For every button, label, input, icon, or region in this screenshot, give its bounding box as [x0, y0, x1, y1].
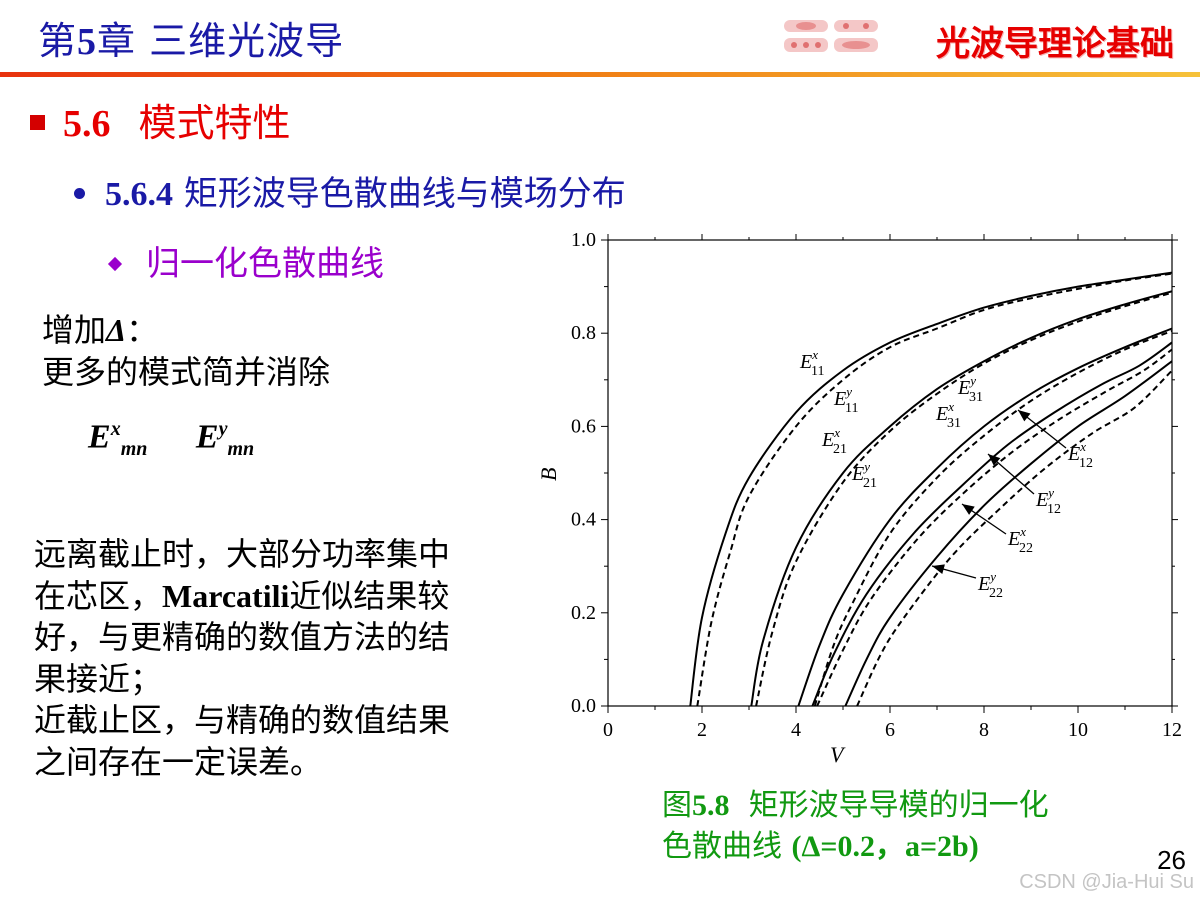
x-tick-label: 10 [1068, 719, 1088, 741]
curve-e31x [797, 327, 1173, 707]
arrow-head-icon [932, 564, 945, 574]
caption-line1: 图5.8 矩形波导导模的归一化 [662, 788, 1049, 823]
subsubsection-heading: 归一化色散曲线 [107, 236, 384, 285]
x-axis-label: V [830, 742, 846, 767]
y-axis-label: B [540, 468, 561, 481]
paragraph-line: 远离截止时，大部分功率集中 [34, 535, 451, 573]
page-number: 26 [1157, 845, 1186, 875]
y-tick-label: 0.6 [571, 415, 596, 437]
curve-e22x [844, 360, 1173, 707]
x-tick-label: 12 [1162, 719, 1182, 741]
curve-e21y [755, 291, 1173, 707]
delta-note-line2: 更多的模式简并消除 [42, 352, 331, 391]
arrow-head-icon [988, 454, 1001, 466]
course-brand: 光波导理论基础 [936, 24, 1174, 64]
mode-labels: Exmn Eymn [88, 418, 294, 461]
mode-annotation-ey21: Ey 21 [851, 459, 877, 491]
watermark: CSDN @Jia-Hui Su [1019, 871, 1194, 893]
paragraph-line: 之间存在一定误差。 [34, 742, 323, 781]
paragraph-line: 在芯区，Marcatili近似结果较 [34, 576, 450, 615]
mode-annotation-ex21: Ex 21 [821, 425, 847, 457]
curve-e12x [811, 341, 1173, 707]
section-heading: 5.6 模式特性 [30, 92, 291, 147]
mode-label-ex: Exmn [88, 418, 148, 461]
curve-e21x [750, 290, 1173, 707]
paragraph-line: 好，与更精确的数值方法的结 [34, 618, 451, 657]
mode-annotation-ex22: Ex 22 [1007, 524, 1033, 556]
mode-label-ey: Eymn [195, 418, 255, 461]
y-tick-label: 0.0 [571, 695, 596, 717]
curve-e22y [856, 369, 1173, 707]
mode-annotation-ey31: Ey 31 [957, 373, 983, 405]
curve-e11x [689, 271, 1173, 707]
delta-note: 增加Δ： 更多的模式简并消除 [42, 310, 330, 393]
curve-e12y [816, 348, 1173, 707]
delta-note-line1: 增加Δ： [42, 311, 159, 349]
mode-annotation-ey12: Ey 12 [1035, 485, 1061, 517]
header-divider [0, 72, 1200, 77]
arrow-head-icon [1018, 410, 1031, 422]
diamond-bullet-icon [107, 256, 123, 272]
y-tick-label: 0.4 [571, 509, 596, 531]
mode-annotation-ey22: Ey 22 [977, 569, 1003, 601]
x-tick-label: 6 [885, 719, 895, 741]
y-tick-label: 0.2 [571, 602, 596, 624]
mode-annotation-ey11: Ey 11 [833, 384, 858, 416]
paragraph-line: 近截止区，与精确的数值结果 [34, 701, 451, 740]
waveguide-logo-icon [784, 20, 878, 52]
x-tick-label: 2 [697, 719, 707, 741]
square-bullet-icon [30, 115, 45, 130]
y-tick-label: 1.0 [571, 229, 596, 251]
y-tick-label: 0.8 [571, 322, 596, 344]
curve-e11y [696, 272, 1173, 707]
figure-caption: 图5.8 矩形波导导模的归一化 色散曲线 (Δ=0.2，a=2b) [662, 786, 1049, 867]
x-tick-label: 4 [791, 719, 801, 741]
mode-annotation-ex11: Ex 11 [799, 347, 824, 379]
subsection-heading: 5.6.4 矩形波导色散曲线与模场分布 [74, 166, 626, 215]
paragraph-line: 果接近； [34, 659, 163, 698]
mode-annotation-ex31: Ex 31 [935, 399, 961, 431]
caption-line2: 色散曲线 (Δ=0.2，a=2b) [662, 828, 979, 864]
plot-frame [607, 239, 1173, 707]
curve-e31y [813, 329, 1173, 707]
x-tick-label: 8 [979, 719, 989, 741]
arrow-head-icon [962, 504, 975, 515]
mode-annotation-ex12: Ex 12 [1067, 439, 1093, 471]
chapter-title: 第5章 三维光波导 [38, 19, 345, 63]
round-bullet-icon [74, 188, 85, 199]
explanation-paragraph: 远离截止时，大部分功率集中 在芯区，Marcatili近似结果较 好，与更精确的… [34, 534, 450, 784]
x-tick-label: 0 [603, 719, 613, 741]
